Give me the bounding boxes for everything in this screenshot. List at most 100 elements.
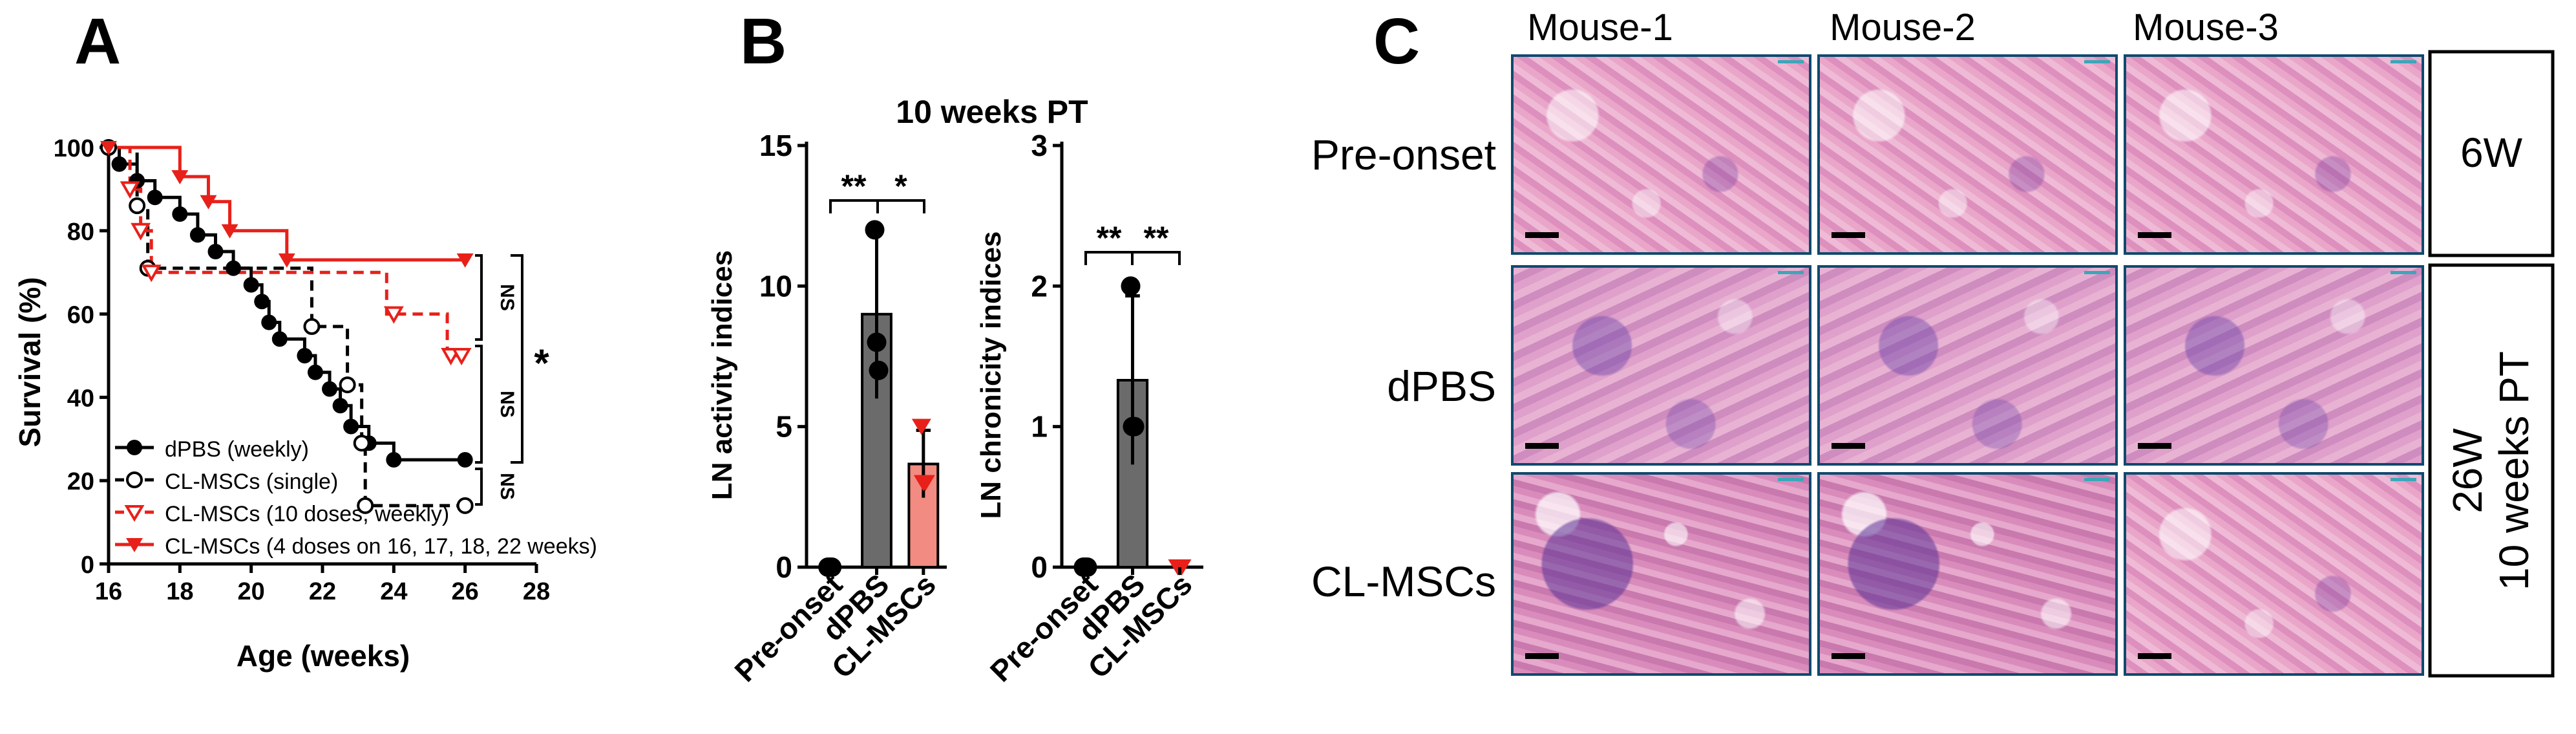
bar1-point: [869, 360, 889, 380]
survival-point: [451, 348, 472, 366]
timepoint-label-26w: 26W: [2444, 428, 2491, 513]
survival-point: [278, 253, 295, 268]
bar2-y-tick-label: 3: [1031, 129, 1048, 162]
scale-bar: [1525, 443, 1559, 449]
sig-label-star-overall: *: [534, 341, 549, 385]
histology-clmscs-mouse3: [2124, 472, 2424, 676]
bar1-y-tick-label: 0: [776, 550, 792, 584]
scale-stamp: [1778, 271, 1804, 274]
bar2-point: [1077, 557, 1097, 577]
survival-x-tick-label: 24: [380, 578, 407, 605]
survival-legend: dPBS (weekly) CL-MSCs (single) CL-MSCs (…: [115, 437, 597, 559]
survival-point: [100, 141, 117, 155]
timepoint-label-10w-pt: 10 weeks PT: [2491, 351, 2537, 590]
sig-label-ns-bottom: NS: [496, 473, 518, 500]
activity-y-label: LN activity indices: [706, 250, 738, 500]
survival-markers: [100, 139, 474, 514]
scale-bar: [2138, 443, 2171, 449]
histology-preonset-mouse2: [1817, 54, 2118, 255]
chronicity-sig-bracket-2: [1131, 251, 1181, 265]
panel-label-a: A: [74, 5, 121, 78]
sig-bracket-bottom: [475, 468, 483, 506]
survival-point: [457, 452, 473, 468]
survival-point: [189, 227, 206, 243]
survival-point: [221, 224, 238, 239]
survival-line-0: [109, 146, 465, 462]
timepoint-label-6w: 6W: [2460, 129, 2523, 176]
survival-point: [120, 181, 140, 199]
histology-clmscs-mouse1: [1511, 472, 1811, 676]
legend-entry-4doses: CL-MSCs (4 doses on 16, 17, 18, 22 weeks…: [165, 534, 597, 559]
survival-chart: 0 20 40 60 80 100 16 18 20 22 24 26 28 Age (weeks) S…: [13, 135, 597, 673]
survival-x-tick-label: 20: [238, 578, 265, 605]
survival-point: [386, 452, 402, 468]
bar1-y-tick-label: 15: [759, 129, 792, 162]
bar-panel-title: 10 weeks PT: [896, 94, 1088, 130]
scale-bar: [2138, 232, 2171, 238]
bar1-point: [867, 332, 887, 352]
survival-point: [129, 197, 146, 215]
activity-sig-label-1: **: [841, 168, 867, 204]
bar2-y-tick-label: 0: [1031, 550, 1048, 584]
activity-sig-bracket-2: [876, 199, 925, 213]
chronicity-sig-label-2: **: [1144, 220, 1169, 256]
sig-bracket-overall: [511, 254, 523, 464]
legend-marker-4doses: [126, 538, 143, 552]
bar1-y-tick-label: 5: [776, 410, 792, 444]
survival-y-label: Survival (%): [13, 277, 47, 447]
sig-bracket-top: [475, 254, 483, 341]
survival-axes: 0 20 40 60 80 100 16 18 20 22 24 26 28: [54, 135, 551, 605]
survival-point: [141, 264, 162, 283]
panel-label-c: C: [1373, 5, 1420, 78]
scale-stamp: [2391, 478, 2416, 481]
bar1-point: [911, 418, 931, 435]
survival-significance: NS NS NS *: [475, 254, 549, 506]
survival-point: [343, 418, 359, 435]
survival-point: [207, 244, 224, 259]
survival-x-tick-label: 22: [309, 578, 336, 605]
survival-point: [172, 206, 188, 222]
survival-point: [171, 170, 189, 185]
scale-bar: [1525, 653, 1559, 659]
survival-point: [383, 306, 404, 324]
col-label-mouse-1: Mouse-1: [1527, 6, 1673, 49]
survival-x-tick-label: 16: [95, 578, 122, 605]
row-label-dpbs: dPBS: [1387, 362, 1496, 410]
survival-point: [332, 398, 348, 414]
bar1-point: [865, 220, 885, 240]
scale-bar: [1832, 653, 1865, 659]
histology-preonset-mouse3: [2124, 54, 2424, 255]
scale-stamp: [2391, 60, 2416, 63]
survival-point: [261, 314, 277, 330]
bar1-point: [915, 475, 935, 491]
chronicity-sig-label-1: **: [1097, 220, 1122, 256]
bar2-y-tick-label: 1: [1031, 410, 1048, 444]
survival-point: [254, 294, 270, 310]
histology-dpbs-mouse2: [1817, 265, 2118, 466]
survival-x-tick-label: 26: [452, 578, 479, 605]
survival-point: [243, 277, 259, 293]
histology-clmscs-mouse2: [1817, 472, 2118, 676]
legend-entry-dpbs: dPBS (weekly): [165, 437, 309, 462]
survival-y-tick-label: 20: [67, 468, 94, 495]
bar1-bar-2: [907, 462, 940, 569]
scale-bar: [1832, 443, 1865, 449]
bar2-y-tick-label: 2: [1031, 269, 1048, 303]
chronicity-significance: ** **: [1084, 220, 1181, 265]
col-label-mouse-2: Mouse-2: [1830, 6, 1976, 49]
survival-point: [307, 364, 323, 380]
survival-x-tick-label: 18: [166, 578, 193, 605]
scale-stamp: [2391, 271, 2416, 274]
survival-point: [111, 156, 127, 172]
survival-point: [339, 376, 356, 394]
timepoint-box-26w: [2428, 263, 2555, 678]
bar2-point: [1172, 559, 1192, 576]
survival-y-tick-label: 60: [67, 302, 94, 329]
survival-y-tick-label: 80: [67, 219, 94, 246]
scale-stamp: [1778, 60, 1804, 63]
survival-point: [131, 222, 151, 241]
row-label-pre-onset: Pre-onset: [1311, 131, 1496, 178]
survival-y-tick-label: 0: [81, 552, 94, 579]
